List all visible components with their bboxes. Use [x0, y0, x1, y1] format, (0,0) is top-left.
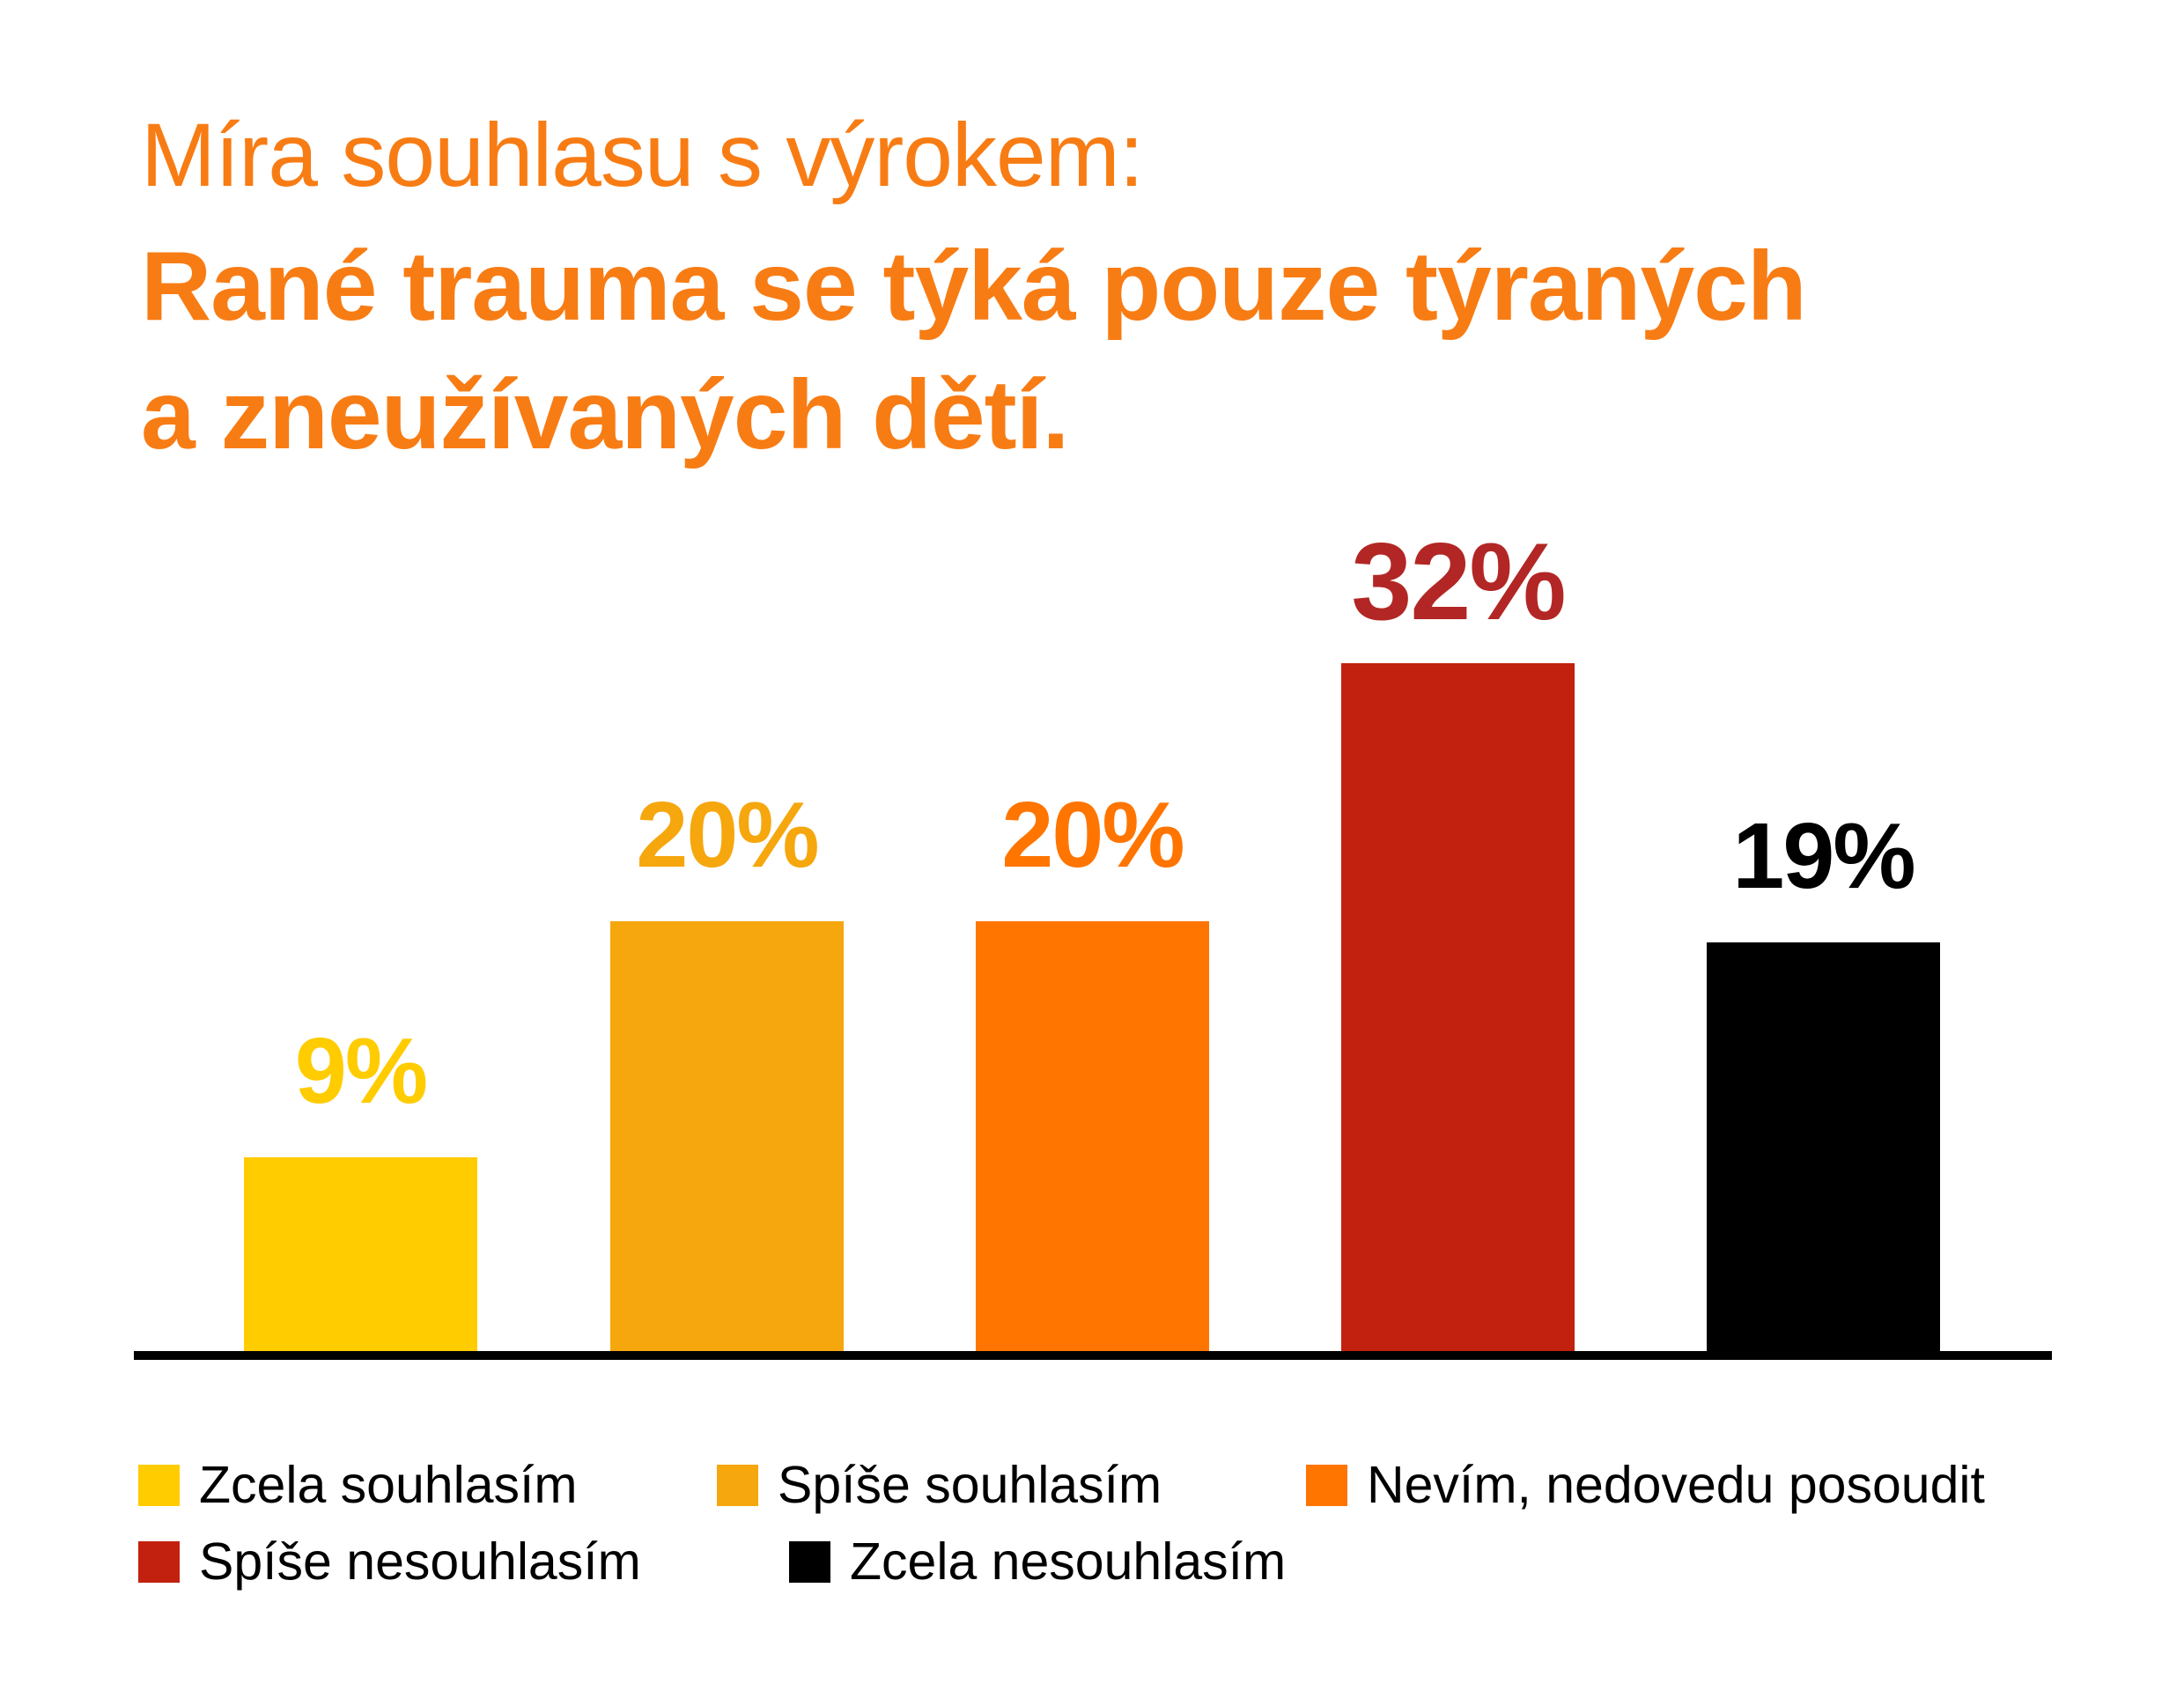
bar-spise-souhlasim: 20% — [610, 788, 844, 1351]
legend-item-spise-nesouhlasim: Spíše nesouhlasím — [138, 1532, 641, 1592]
chart-title-block: Míra souhlasu s výrokem: Rané trauma se … — [141, 88, 1807, 479]
legend-label: Zcela souhlasím — [199, 1456, 578, 1514]
legend-item-zcela-souhlasim: Zcela souhlasím — [138, 1455, 578, 1515]
bar-rect — [1341, 663, 1575, 1351]
x-axis-line — [134, 1351, 2052, 1360]
bar-zcela-nesouhlasim: 19% — [1707, 809, 1940, 1351]
bar-spise-nesouhlasim: 32% — [1341, 528, 1575, 1351]
bar-nevim-nedovedu-posoudit: 20% — [976, 788, 1209, 1351]
bar-value-label: 9% — [294, 1019, 428, 1123]
legend-swatch-black — [789, 1540, 830, 1583]
legend-item-nevim-nedovedu-posoudit: Nevím, nedovedu posoudit — [1306, 1455, 1985, 1515]
chart-title-lead: Míra souhlasu s výrokem: — [141, 105, 1144, 205]
bar-value-label: 20% — [1001, 783, 1184, 887]
bar-value-label: 20% — [636, 783, 819, 887]
legend-item-spise-souhlasim: Spíše souhlasím — [717, 1455, 1162, 1515]
legend-swatch-orange — [1306, 1464, 1347, 1506]
bar-value-label: 19% — [1732, 804, 1915, 908]
legend-label: Zcela nesouhlasím — [850, 1532, 1287, 1591]
legend-label: Spíše souhlasím — [778, 1456, 1162, 1514]
bar-rect — [610, 921, 844, 1351]
bar-rect — [244, 1157, 477, 1351]
legend-label: Spíše nesouhlasím — [199, 1532, 641, 1591]
legend-swatch-amber — [717, 1464, 758, 1506]
chart-title-statement-line1: Rané trauma se týká pouze týraných — [141, 232, 1807, 341]
bar-zcela-souhlasim: 9% — [244, 1024, 477, 1351]
bar-rect — [976, 921, 1209, 1351]
bar-rect — [1707, 942, 1940, 1351]
legend-swatch-red — [138, 1540, 180, 1583]
legend-item-zcela-nesouhlasim: Zcela nesouhlasím — [789, 1532, 1286, 1592]
legend-swatch-yellow — [138, 1464, 180, 1506]
bar-value-label: 32% — [1351, 521, 1566, 643]
chart-title-statement-line2: a zneužívaných dětí. — [141, 360, 1069, 469]
legend-label: Nevím, nedovedu posoudit — [1367, 1456, 1985, 1514]
